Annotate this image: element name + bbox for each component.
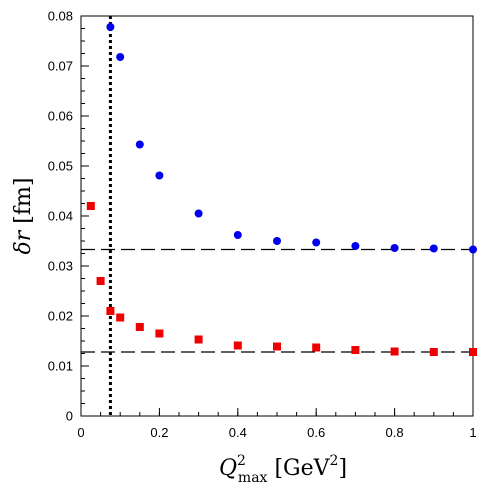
x-axis-title-sub: max xyxy=(238,470,268,486)
y-tick-label: 0.06 xyxy=(48,109,73,124)
data-point-square xyxy=(135,323,144,331)
data-series xyxy=(86,23,477,356)
y-axis-title-unit: [fm] xyxy=(11,178,36,231)
data-point-square xyxy=(86,202,95,210)
y-tick-labels: 0 0.01 0.02 0.03 0.04 0.05 0.06 0.07 0.08 xyxy=(48,9,73,424)
data-point-square xyxy=(233,341,242,350)
series-square xyxy=(86,202,477,356)
y-tick-label: 0.02 xyxy=(48,309,73,324)
y-tick-label: 0 xyxy=(66,409,73,424)
x-axis-title-main: Q xyxy=(219,456,237,481)
data-point-square xyxy=(429,348,438,356)
major-ticks xyxy=(80,15,474,417)
data-point-circle xyxy=(273,237,281,245)
x-axis-title-unit-sup: 2 xyxy=(330,453,339,469)
x-tick-label: 0.6 xyxy=(307,425,325,440)
y-tick-label: 0.04 xyxy=(48,209,73,224)
x-tick-label: 0 xyxy=(77,425,84,440)
series-circle xyxy=(106,23,477,254)
x-axis-title: Q2 max [GeV2] xyxy=(219,453,347,486)
data-point-square xyxy=(390,347,399,356)
x-tick-label: 0.8 xyxy=(386,425,404,440)
data-point-square xyxy=(469,348,477,356)
data-point-circle xyxy=(390,244,399,252)
data-point-square xyxy=(116,313,125,322)
data-point-square xyxy=(194,335,203,344)
data-point-square xyxy=(96,277,105,285)
minor-ticks xyxy=(80,15,474,417)
x-axis-title-unit-close: ] xyxy=(338,456,347,481)
x-tick-label: 0.4 xyxy=(229,425,247,440)
y-tick-label: 0.05 xyxy=(48,159,73,174)
y-tick-label: 0.07 xyxy=(48,59,73,74)
data-point-circle xyxy=(469,245,477,254)
y-tick-label: 0.08 xyxy=(48,9,73,24)
data-point-circle xyxy=(233,231,242,239)
data-point-square xyxy=(155,329,164,338)
data-point-circle xyxy=(194,209,203,218)
data-point-circle xyxy=(429,244,438,253)
x-tick-label: 0.2 xyxy=(150,425,168,440)
x-tick-labels: 0 0.2 0.4 0.6 0.8 1 xyxy=(77,425,476,440)
x-axis-title-unit-open: [GeV xyxy=(267,456,330,481)
data-point-square xyxy=(312,343,321,352)
data-point-circle xyxy=(106,23,115,31)
data-point-circle xyxy=(351,242,360,250)
plot-frame xyxy=(80,15,474,417)
y-axis-title: δr [fm] xyxy=(11,178,36,255)
data-point-square xyxy=(106,307,115,315)
data-point-circle xyxy=(312,238,321,247)
x-tick-label: 1 xyxy=(469,425,476,440)
x-axis-title-sup: 2 xyxy=(237,453,246,469)
y-tick-label: 0.03 xyxy=(48,259,73,274)
reference-lines xyxy=(81,16,473,416)
y-tick-label: 0.01 xyxy=(48,359,73,374)
data-point-square xyxy=(273,342,281,351)
data-point-circle xyxy=(135,140,144,149)
data-point-square xyxy=(351,346,360,354)
data-point-circle xyxy=(155,171,164,180)
y-axis-title-symbol: δr xyxy=(11,229,36,254)
data-point-circle xyxy=(116,53,125,61)
